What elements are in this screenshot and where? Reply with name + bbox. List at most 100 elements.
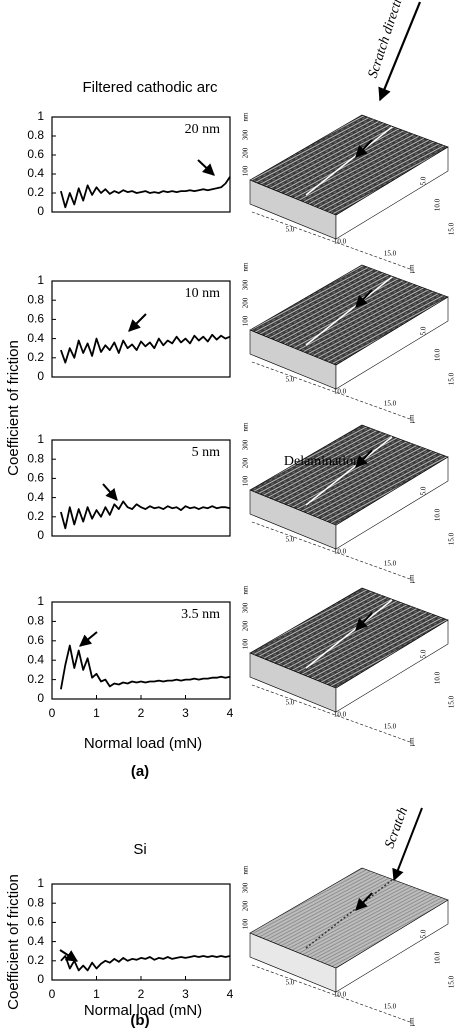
arrow xyxy=(378,1,422,102)
afm-y-label: 10.0 xyxy=(434,671,442,684)
afm-x-label: 5.0 xyxy=(286,376,295,384)
y-tick-label: 0.8 xyxy=(27,895,44,909)
afm-image: 300 200 100 nm 5.0 15.0 10.0 10.0 15.0 5.0 μm xyxy=(242,422,456,584)
y-tick-label: 0 xyxy=(37,972,44,986)
x-tick-label: 2 xyxy=(138,706,145,720)
afm-y-label: 5.0 xyxy=(420,929,428,938)
y-tick-label: 0.6 xyxy=(27,147,44,161)
afm-z-label: 200 xyxy=(242,297,250,308)
afm-image: 300 200 100 nm 5.0 15.0 10.0 10.0 15.0 5.0 μm xyxy=(242,585,456,747)
y-tick-label: 0.6 xyxy=(27,471,44,485)
plot-frame xyxy=(51,280,231,378)
y-tick-label: 0.8 xyxy=(27,614,44,628)
arrow xyxy=(355,139,373,158)
afm-x-label: 10.0 xyxy=(334,388,347,396)
y-axis-label: Coefficient of friction xyxy=(5,874,22,1010)
panel-label: (a) xyxy=(131,763,149,780)
afm-x-label: 15.0 xyxy=(384,250,397,258)
y-tick-label: 0.6 xyxy=(27,633,44,647)
afm-x-label: 10.0 xyxy=(334,991,347,999)
afm-x-label: 5.0 xyxy=(286,536,295,544)
afm-x-label: 15.0 xyxy=(384,560,397,568)
arrow xyxy=(102,483,118,501)
y-tick-label: 0.2 xyxy=(27,185,44,199)
afm-y-label: 5.0 xyxy=(420,486,428,495)
afm-x-label: 15.0 xyxy=(384,723,397,731)
afm-z-label: 100 xyxy=(242,475,250,486)
y-tick-label: 0.4 xyxy=(27,934,44,948)
x-tick-label: 0 xyxy=(49,706,56,720)
curve-label: 3.5 nm xyxy=(181,607,220,622)
afm-z-label: 200 xyxy=(242,620,250,631)
y-tick-label: 1 xyxy=(37,594,44,608)
plot-frame xyxy=(51,439,231,537)
afm-xy-unit: μm xyxy=(408,574,416,584)
curve-label: 20 nm xyxy=(185,122,221,137)
arrow xyxy=(355,612,373,631)
afm-image: 300 200 100 nm 5.0 15.0 10.0 10.0 15.0 5.0 μm xyxy=(242,262,456,424)
panel-title: Filtered cathodic arc xyxy=(82,79,218,96)
arrow xyxy=(59,949,79,962)
afm-z-label: 300 xyxy=(242,602,250,613)
afm-image: 300 200 100 nm 5.0 15.0 10.0 10.0 15.0 5.0 μm xyxy=(242,865,456,1027)
y-tick-label: 1 xyxy=(37,109,44,123)
x-axis-label: Normal load (mN) xyxy=(84,735,202,752)
chart-arrows xyxy=(59,159,215,962)
afm-z-label: 300 xyxy=(242,439,250,450)
afm-y-label: 15.0 xyxy=(448,222,456,235)
base-line xyxy=(251,521,411,580)
y-tick-label: 0.4 xyxy=(27,652,44,666)
arrow xyxy=(392,807,423,882)
y-tick-label: 0 xyxy=(37,204,44,218)
curve-label: 10 nm xyxy=(185,286,221,301)
afm-y-label: 5.0 xyxy=(420,326,428,335)
y-tick-label: 0.8 xyxy=(27,451,44,465)
afm-z-label: 300 xyxy=(242,129,250,140)
afm-y-label: 10.0 xyxy=(434,951,442,964)
afm-z-label: 100 xyxy=(242,315,250,326)
y-axis-label: Coefficient of friction xyxy=(5,340,22,476)
arrow xyxy=(355,449,373,468)
y-tick-label: 0 xyxy=(37,691,44,705)
y-tick-label: 0 xyxy=(37,528,44,542)
afm-z-label: 200 xyxy=(242,147,250,158)
panel-label: (b) xyxy=(130,1012,149,1028)
afm-x-label: 10.0 xyxy=(334,238,347,246)
y-tick-label: 0.4 xyxy=(27,490,44,504)
y-tick-label: 1 xyxy=(37,876,44,890)
afm-surface xyxy=(249,264,449,366)
base-line xyxy=(251,211,411,270)
afm-z-label: 100 xyxy=(242,638,250,649)
afm-annotation: Scratch xyxy=(382,805,411,850)
panel-title: Si xyxy=(133,841,146,858)
scratch-line xyxy=(305,599,393,669)
afm-y-label: 15.0 xyxy=(448,975,456,988)
arrow xyxy=(197,159,215,176)
afm-x-label: 15.0 xyxy=(384,1003,397,1011)
afm-surface xyxy=(249,587,449,689)
friction-line xyxy=(60,955,231,972)
afm-xy-unit: μm xyxy=(408,414,416,424)
x-tick-label: 3 xyxy=(182,706,189,720)
afm-z-unit: nm xyxy=(242,112,250,122)
afm-x-label: 5.0 xyxy=(286,226,295,234)
arrow xyxy=(355,892,373,911)
afm-y-label: 5.0 xyxy=(420,176,428,185)
plot-frame xyxy=(51,883,231,981)
arrow xyxy=(128,313,147,332)
afm-xy-unit: μm xyxy=(408,1017,416,1027)
afm-surface xyxy=(249,114,449,216)
friction-line xyxy=(60,333,231,364)
x-tick-label: 4 xyxy=(227,987,234,1001)
afm-image: 300 200 100 nm 5.0 15.0 10.0 10.0 15.0 5.0 μm xyxy=(242,112,456,274)
y-tick-label: 0.2 xyxy=(27,509,44,523)
y-tick-label: 0 xyxy=(37,369,44,383)
scratch-line xyxy=(305,126,393,196)
afm-z-label: 300 xyxy=(242,882,250,893)
afm-z-label: 200 xyxy=(242,900,250,911)
afm-surface xyxy=(249,424,449,526)
x-tick-label: 2 xyxy=(138,987,145,1001)
afm-y-label: 10.0 xyxy=(434,348,442,361)
base-line xyxy=(251,964,411,1023)
